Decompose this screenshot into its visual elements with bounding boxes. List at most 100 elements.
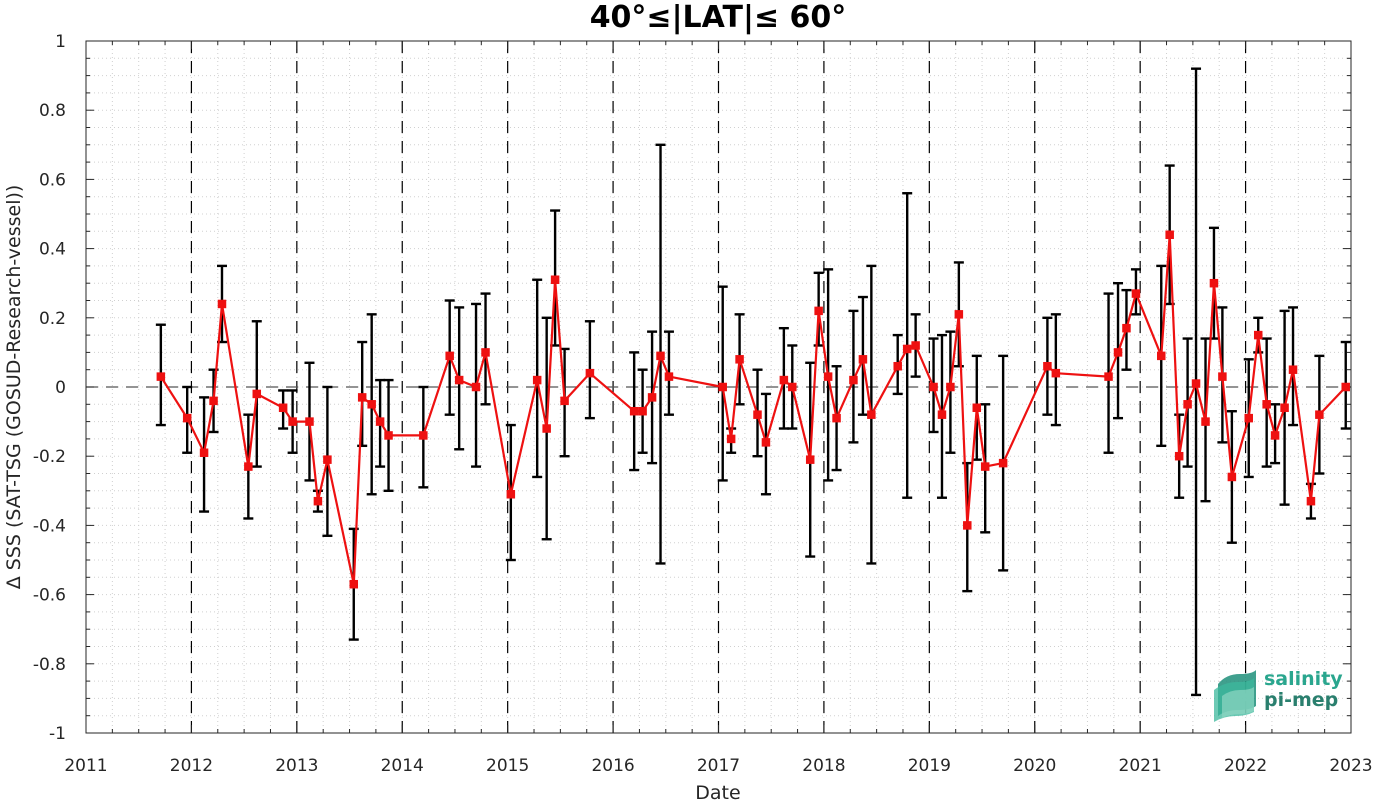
- x-axis-ticks: 2011 2012 2013 2014 2015 2016 2017 2018 2019 2020…: [64, 41, 1373, 776]
- y-axis-label: Δ SSS (SAT-TSG (GOSUD-Research-vessel)): [3, 185, 25, 590]
- data-point-marker: [1183, 400, 1192, 409]
- data-point-marker: [305, 417, 314, 426]
- data-point-marker: [585, 368, 595, 378]
- data-point-marker: [946, 382, 955, 392]
- data-point-marker: [1191, 379, 1201, 388]
- y-tick-label: 0.6: [39, 170, 66, 190]
- data-point-marker: [182, 413, 192, 423]
- data-point-marker: [1280, 403, 1289, 413]
- data-point-marker: [972, 403, 982, 413]
- x-tick-label: 2012: [170, 756, 213, 776]
- x-tick-label: 2018: [802, 756, 845, 776]
- y-tick-label: -0.8: [33, 655, 66, 675]
- data-point-marker: [1253, 330, 1263, 340]
- data-point-marker: [419, 431, 428, 440]
- data-point-marker: [481, 348, 490, 357]
- data-point-marker: [1315, 410, 1324, 419]
- logo-line1: salinity: [1264, 668, 1343, 690]
- data-point-marker: [1209, 278, 1219, 288]
- data-point-marker: [805, 455, 815, 464]
- data-point-marker: [656, 351, 665, 361]
- data-point-marker: [199, 448, 209, 457]
- x-tick-label: 2021: [1119, 756, 1162, 776]
- y-tick-label: -1: [49, 724, 66, 744]
- data-point-marker: [1122, 323, 1131, 333]
- data-point-marker: [954, 310, 964, 319]
- data-point-marker: [735, 355, 744, 364]
- series-line-layer: [159, 233, 1347, 586]
- data-point-marker: [532, 375, 542, 385]
- data-point-marker: [911, 341, 920, 350]
- y-tick-label: -0.4: [33, 516, 66, 536]
- data-point-marker: [252, 389, 262, 399]
- data-point-marker: [1244, 413, 1253, 423]
- data-point-marker: [288, 417, 297, 426]
- y-tick-label: 0.2: [39, 309, 66, 329]
- x-tick-label: 2013: [275, 756, 318, 776]
- data-point-marker: [1131, 289, 1141, 298]
- data-point-marker: [217, 299, 227, 309]
- data-point-marker: [1262, 400, 1271, 409]
- data-point-marker: [1174, 451, 1184, 461]
- y-tick-label: 0.8: [39, 101, 66, 121]
- y-axis-ticks: 1 0.8 0.6 0.4 0.2 0 -0.2 -0.4 -0.6 -0.8 -1: [33, 32, 1351, 744]
- data-point-marker: [367, 400, 376, 409]
- data-point-marker: [1218, 372, 1227, 381]
- data-point-marker: [156, 372, 166, 381]
- data-point-marker: [902, 344, 912, 354]
- data-point-marker: [858, 355, 868, 364]
- y-tick-label: 1: [55, 32, 66, 52]
- data-point-marker: [1306, 496, 1316, 506]
- error-bars: [155, 67, 1351, 697]
- data-point-marker: [1227, 472, 1237, 482]
- data-point-marker: [1165, 230, 1174, 240]
- data-point-marker: [718, 382, 727, 392]
- data-point-marker: [638, 406, 647, 416]
- series-markers: [156, 230, 1350, 589]
- data-point-marker: [753, 410, 762, 419]
- x-tick-label: 2019: [908, 756, 951, 776]
- data-point-marker: [384, 431, 393, 440]
- x-tick-label: 2017: [697, 756, 740, 776]
- data-point-marker: [1270, 431, 1280, 440]
- data-point-marker: [867, 410, 876, 419]
- data-point-marker: [761, 438, 771, 447]
- data-point-marker: [323, 455, 332, 464]
- data-point-marker: [506, 490, 516, 499]
- data-point-marker: [454, 375, 464, 385]
- data-point-marker: [814, 306, 823, 316]
- error-bar: [945, 330, 956, 454]
- data-point-marker: [998, 458, 1008, 468]
- data-point-marker: [779, 375, 789, 385]
- data-point-marker: [445, 351, 454, 361]
- salinity-wave-logo-icon: [1214, 670, 1256, 722]
- data-point-marker: [244, 462, 253, 471]
- data-point-marker: [1288, 365, 1298, 374]
- data-point-marker: [647, 393, 657, 402]
- y-tick-label: -0.6: [33, 586, 66, 606]
- data-point-marker: [1113, 348, 1123, 357]
- data-point-marker: [1201, 417, 1210, 426]
- data-point-marker: [929, 382, 938, 392]
- x-axis-label: Date: [695, 782, 740, 801]
- logo: salinity pi-mep: [1214, 668, 1343, 722]
- series-line: [159, 233, 1347, 586]
- data-point-marker: [849, 375, 858, 385]
- data-point-marker: [1104, 372, 1113, 381]
- x-tick-label: 2023: [1329, 756, 1372, 776]
- data-point-marker: [832, 413, 841, 423]
- data-point-marker: [357, 393, 367, 402]
- data-point-marker: [893, 361, 902, 371]
- x-tick-label: 2016: [591, 756, 634, 776]
- x-tick-label: 2022: [1224, 756, 1267, 776]
- data-point-marker: [471, 382, 481, 392]
- x-tick-label: 2014: [381, 756, 424, 776]
- x-tick-label: 2011: [64, 756, 107, 776]
- y-tick-label: -0.2: [33, 447, 66, 467]
- logo-line2: pi-mep: [1264, 689, 1338, 711]
- data-point-marker: [375, 417, 385, 426]
- data-point-marker: [963, 521, 972, 530]
- data-point-marker: [788, 382, 797, 392]
